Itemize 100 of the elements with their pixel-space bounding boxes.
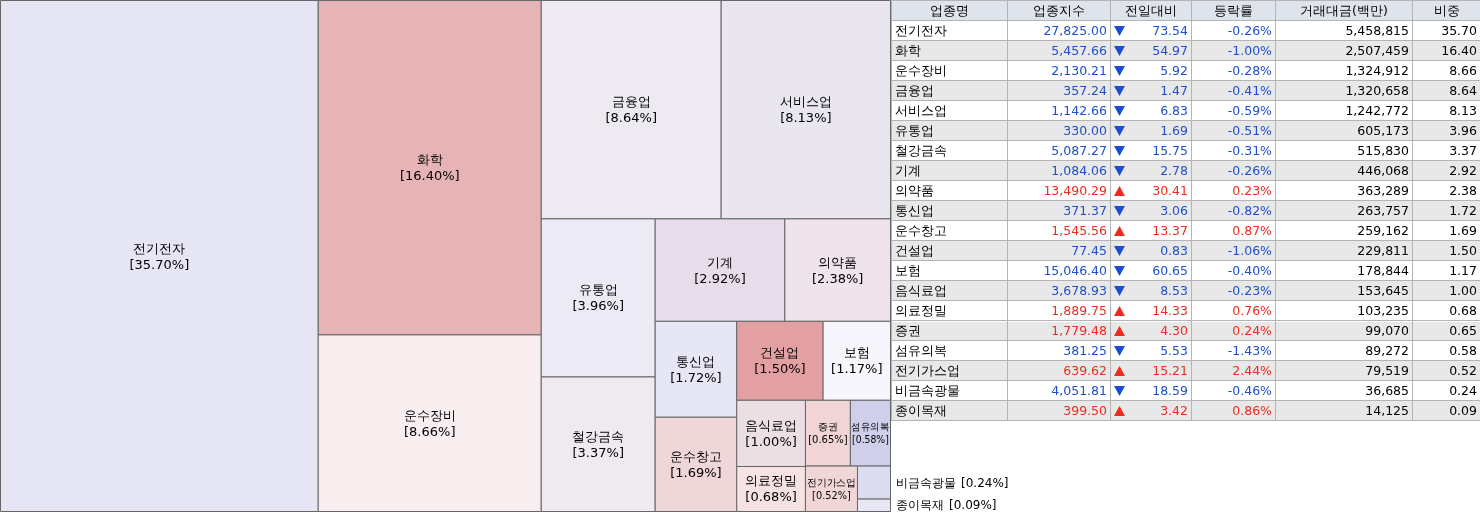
- data-label: 330.00: [1063, 123, 1107, 138]
- category-label: 철강금속: [572, 428, 625, 444]
- data-label: 229,811: [1357, 243, 1409, 258]
- data-label: 371.37: [1063, 203, 1107, 218]
- data-label: 1,320,658: [1345, 83, 1409, 98]
- data-label: 2,507,459: [1345, 43, 1409, 58]
- category-label: 통신업: [891, 200, 1008, 221]
- category-label: 화학: [416, 152, 443, 168]
- data-label: 3.42: [1160, 402, 1188, 420]
- data-label: 2.92: [1449, 163, 1477, 178]
- data-label: 73.54: [1152, 22, 1188, 40]
- category-label: 서비스업: [891, 100, 1008, 121]
- text: 업종명: [891, 0, 1008, 21]
- category-label: 유통업: [891, 120, 1008, 141]
- data-label: 77.45: [1071, 243, 1107, 258]
- data-label: 1,242,772: [1345, 103, 1409, 118]
- data-label: 16.40: [1441, 43, 1477, 58]
- category-label: 보험: [891, 260, 1008, 281]
- data-label: 0.76%: [1232, 303, 1272, 318]
- data-label: 259,162: [1357, 223, 1409, 238]
- category-label: 의약품: [891, 180, 1008, 201]
- data-label: [1.50%]: [754, 361, 806, 377]
- category-label: 섬유의복: [891, 340, 1008, 361]
- category-label: 보험: [843, 345, 870, 361]
- data-label: -1.06%: [1227, 243, 1272, 258]
- category-label: 종이목재: [896, 498, 944, 512]
- data-label: 1.00: [1449, 283, 1477, 298]
- data-label: 0.24: [1449, 383, 1477, 398]
- data-label: 4.30: [1160, 322, 1188, 340]
- data-label: 30.41: [1152, 182, 1188, 200]
- category-label: 의료정밀: [745, 473, 798, 489]
- data-label: 0.24%: [1232, 323, 1272, 338]
- data-label: [1.72%]: [670, 369, 722, 385]
- data-label: 2.38: [1449, 183, 1477, 198]
- data-label: 18.59: [1152, 382, 1188, 400]
- category-label: 전기전자: [133, 240, 186, 256]
- data-label: -0.82%: [1227, 203, 1272, 218]
- data-label: 1,545.56: [1051, 223, 1107, 238]
- data-label: -0.40%: [1227, 263, 1272, 278]
- category-label: 음식료업: [891, 280, 1008, 301]
- data-label: 8.53: [1160, 282, 1188, 300]
- category-label: 서비스업: [779, 94, 832, 110]
- data-label: 15.21: [1152, 362, 1188, 380]
- data-label: -0.23%: [1227, 283, 1272, 298]
- category-label: 기계: [707, 254, 734, 270]
- data-label: 178,844: [1357, 263, 1409, 278]
- data-label: 363,289: [1357, 183, 1409, 198]
- data-label: -0.31%: [1227, 143, 1272, 158]
- data-label: 0.83: [1160, 242, 1188, 260]
- data-label: [2.92%]: [694, 270, 746, 286]
- data-label: 79,519: [1365, 363, 1409, 378]
- category-label: 의약품: [818, 254, 858, 270]
- data-label: 1.47: [1160, 82, 1188, 100]
- data-label: 1,084.06: [1051, 163, 1107, 178]
- data-label: 605,173: [1357, 123, 1409, 138]
- data-label: [8.13%]: [780, 110, 832, 126]
- data-label: [0.52%]: [812, 489, 851, 501]
- data-label: 60.65: [1152, 262, 1188, 280]
- data-label: 2,130.21: [1051, 63, 1107, 78]
- data-label: 0.52: [1449, 363, 1477, 378]
- data-label: 0.23%: [1232, 183, 1272, 198]
- data-label: 153,645: [1357, 283, 1409, 298]
- data-label: [8.66%]: [404, 423, 456, 439]
- data-label: [1.17%]: [831, 361, 883, 377]
- data-label: 3.96: [1449, 123, 1477, 138]
- category-label: 증권: [817, 421, 838, 433]
- data-label: 35.70: [1441, 23, 1477, 38]
- text: 전일대비: [1110, 0, 1192, 21]
- category-label: 운수창고: [669, 448, 722, 464]
- data-label: 1,779.48: [1051, 323, 1107, 338]
- data-label: 2.44%: [1232, 363, 1272, 378]
- data-label: -1.43%: [1227, 343, 1272, 358]
- data-label: 399.50: [1063, 403, 1107, 418]
- category-label: 금융업: [611, 94, 651, 110]
- data-label: 1.50: [1449, 243, 1477, 258]
- data-label: [0.09%]: [949, 498, 997, 512]
- data-label: 54.97: [1152, 42, 1188, 60]
- legend-label: 비중: [1412, 0, 1480, 21]
- category-label: 철강금속: [891, 140, 1008, 161]
- data-label: 639.62: [1063, 363, 1107, 378]
- data-label: 89,272: [1365, 343, 1409, 358]
- data-label: [1.69%]: [670, 464, 722, 480]
- category-label: 유통업: [578, 282, 618, 298]
- data-label: [16.40%]: [399, 168, 460, 184]
- data-label: 5,087.27: [1051, 143, 1107, 158]
- data-label: 8.66: [1449, 63, 1477, 78]
- data-label: 0.68: [1449, 303, 1477, 318]
- data-label: [8.64%]: [605, 110, 657, 126]
- data-label: -0.26%: [1227, 163, 1272, 178]
- data-label: [0.24%]: [961, 475, 1009, 490]
- category-label: 건설업: [760, 345, 800, 361]
- data-label: 1.72: [1449, 203, 1477, 218]
- data-label: [0.65%]: [808, 434, 848, 446]
- data-label: 13.37: [1152, 222, 1188, 240]
- data-label: [3.37%]: [572, 444, 624, 460]
- data-label: 2.78: [1160, 162, 1188, 180]
- data-label: 13,490.29: [1043, 183, 1107, 198]
- category-label: 통신업: [676, 353, 716, 369]
- category-label: 운수장비: [403, 407, 456, 423]
- data-label: 4,051.81: [1051, 383, 1107, 398]
